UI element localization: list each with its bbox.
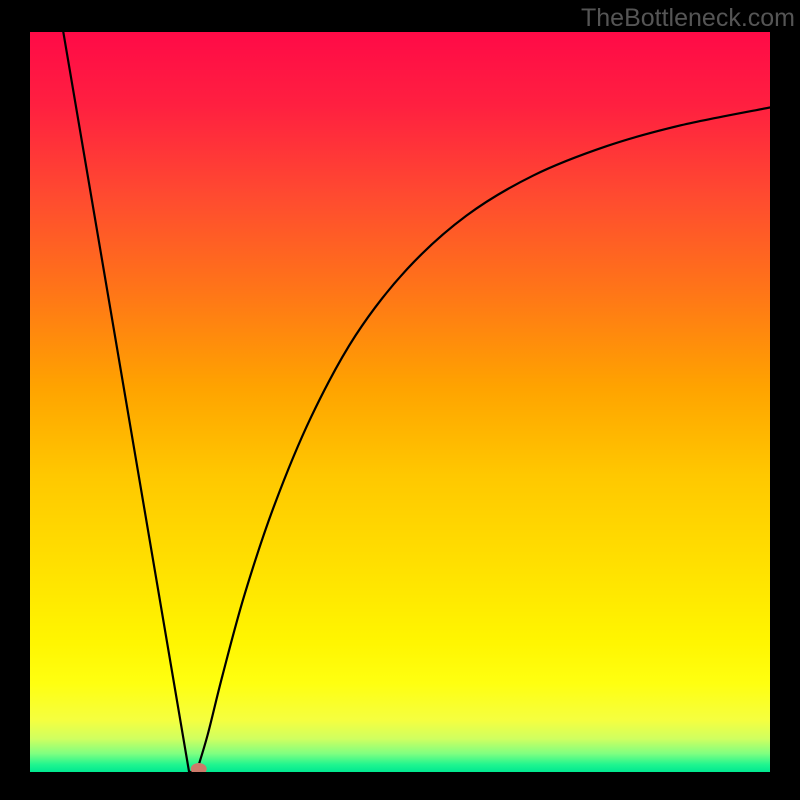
minimum-marker — [191, 763, 207, 775]
bottleneck-chart — [0, 0, 800, 800]
watermark-text: TheBottleneck.com — [581, 4, 795, 33]
plot-background — [30, 32, 770, 772]
